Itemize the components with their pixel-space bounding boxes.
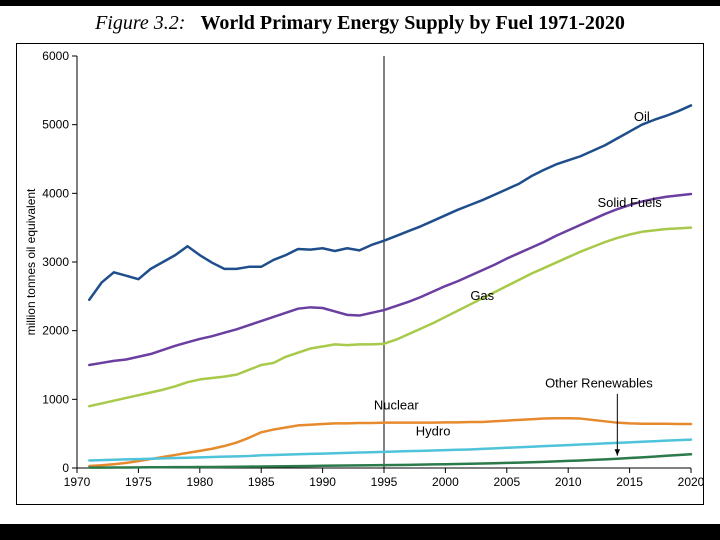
svg-text:Other Renewables: Other Renewables: [545, 376, 653, 391]
svg-text:6000: 6000: [42, 49, 69, 63]
svg-text:2010: 2010: [555, 475, 582, 489]
svg-text:Gas: Gas: [470, 288, 494, 303]
svg-text:Solid Fuels: Solid Fuels: [597, 195, 662, 210]
figure-title: Figure 3.2: World Primary Energy Supply …: [95, 12, 625, 34]
svg-text:1990: 1990: [309, 475, 336, 489]
page-root: Figure 3.2: World Primary Energy Supply …: [0, 0, 720, 540]
figure-title-wrap: Figure 3.2: World Primary Energy Supply …: [0, 6, 720, 43]
figure-main-title: World Primary Energy Supply by Fuel 1971…: [200, 12, 624, 34]
svg-text:2015: 2015: [616, 475, 643, 489]
svg-text:million tonnes oil equivalent: million tonnes oil equivalent: [24, 188, 38, 335]
svg-text:1985: 1985: [248, 475, 275, 489]
svg-text:1000: 1000: [42, 392, 69, 406]
energy-supply-line-chart: 0 1000 2000 3000 4000 5000 6000 1970 1975 1980 198…: [17, 44, 703, 504]
svg-text:4000: 4000: [42, 186, 69, 200]
svg-text:1975: 1975: [125, 475, 152, 489]
svg-text:2020: 2020: [678, 475, 703, 489]
chart-frame: 0 1000 2000 3000 4000 5000 6000 1970 1975 1980 198…: [16, 43, 704, 505]
svg-text:1995: 1995: [371, 475, 398, 489]
bottom-black-bar: [0, 524, 720, 540]
svg-text:Oil: Oil: [634, 109, 650, 124]
svg-text:2000: 2000: [432, 475, 459, 489]
svg-text:0: 0: [62, 461, 69, 475]
svg-text:5000: 5000: [42, 118, 69, 132]
svg-text:Hydro: Hydro: [416, 424, 451, 439]
svg-text:2000: 2000: [42, 324, 69, 338]
svg-text:1970: 1970: [64, 475, 91, 489]
svg-text:3000: 3000: [42, 255, 69, 269]
svg-text:2005: 2005: [493, 475, 520, 489]
svg-text:Nuclear: Nuclear: [374, 398, 419, 413]
figure-number-label: Figure 3.2:: [95, 12, 185, 34]
svg-text:1980: 1980: [186, 475, 213, 489]
